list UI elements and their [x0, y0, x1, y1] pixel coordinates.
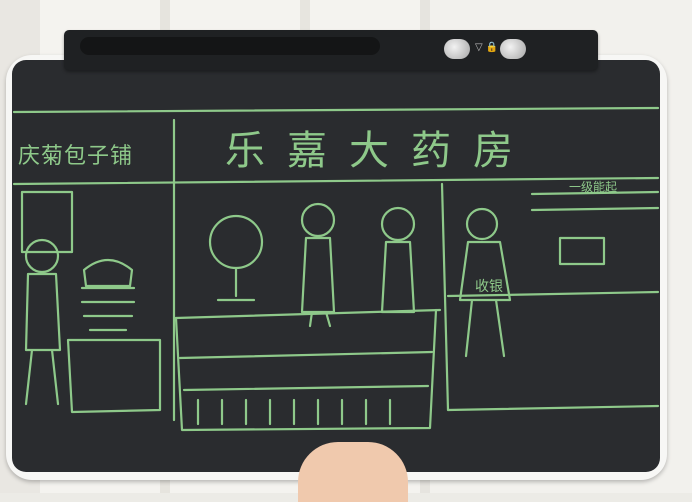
- cashier-head: [465, 207, 499, 241]
- cashier-label: 收银: [475, 279, 503, 295]
- pharmacy-sign: 乐嘉大药房: [225, 128, 535, 174]
- counter-top: [174, 308, 442, 320]
- left-person-head: [24, 238, 60, 274]
- lock-button[interactable]: [444, 39, 470, 59]
- counter-shelf1: [178, 350, 434, 360]
- assistant2-body: [380, 240, 416, 314]
- pen-holder-bar: ▽ 🔒: [64, 30, 598, 70]
- cashier-floor: [446, 404, 660, 412]
- counter-front: [174, 308, 438, 432]
- steamer-stack: [80, 258, 136, 332]
- menu-board: [20, 190, 74, 254]
- stylus-slot[interactable]: [80, 37, 380, 55]
- fan-head: [208, 214, 264, 270]
- top-band-line: [12, 106, 660, 114]
- fan-stand: [216, 266, 256, 302]
- cashier-desk: [446, 290, 660, 298]
- left-person-body: [24, 272, 62, 406]
- holding-hand: [298, 442, 408, 502]
- pharmacy-right-wall: [440, 182, 450, 412]
- erase-button[interactable]: [500, 39, 526, 59]
- assistant2-head: [380, 206, 416, 242]
- button-glyph: ▽ 🔒: [475, 42, 499, 53]
- queue-rail: [530, 190, 660, 212]
- counter-bottles: [196, 398, 392, 426]
- steamer-table: [66, 338, 162, 414]
- assistant1-head: [300, 202, 336, 238]
- shop-sign: 庆菊包子铺: [18, 144, 134, 169]
- counter-shelf2: [182, 384, 430, 392]
- cashier-body: [458, 240, 512, 358]
- chalk-drawing: [12, 106, 660, 432]
- cash-register: [558, 236, 606, 266]
- lcd-screen: [12, 60, 660, 472]
- sign-under-line: [12, 176, 660, 186]
- queue-sign: 一级能起: [569, 180, 618, 194]
